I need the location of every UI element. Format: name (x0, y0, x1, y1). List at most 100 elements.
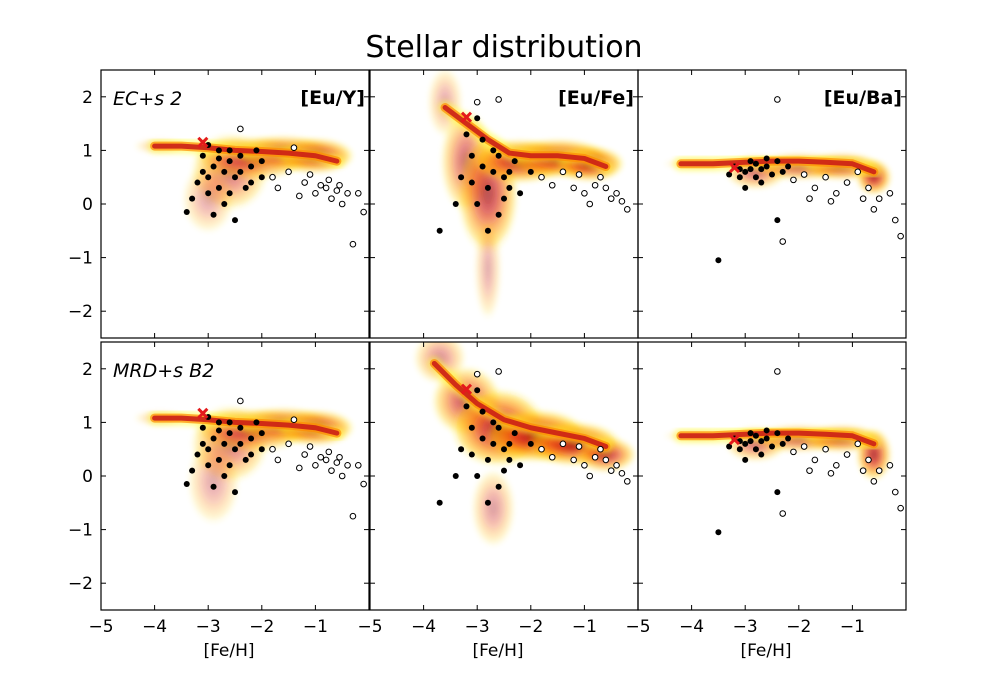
ratio-label: [Eu/Ba] (824, 87, 902, 109)
filled-star-marker (468, 152, 475, 159)
filled-star-marker (468, 451, 475, 458)
filled-star-marker (189, 467, 196, 474)
filled-star-marker (511, 158, 518, 165)
filled-star-marker (479, 435, 486, 442)
open-star-marker (891, 488, 899, 496)
filled-star-marker (474, 115, 481, 122)
filled-star-marker (248, 163, 255, 170)
filled-star-marker (205, 462, 212, 469)
filled-star-marker (774, 158, 781, 165)
filled-star-marker (517, 462, 524, 469)
x-tick-label: −4 (142, 617, 167, 637)
open-star-marker (559, 440, 567, 448)
open-star-marker (827, 470, 835, 477)
open-star-marker (349, 240, 357, 248)
filled-star-marker (237, 424, 244, 431)
open-star-marker (591, 453, 599, 461)
filled-star-marker (747, 430, 754, 437)
open-star-marker (870, 478, 878, 485)
filled-star-marker (527, 440, 534, 447)
open-star-marker (344, 461, 351, 469)
open-star-marker (325, 176, 333, 184)
filled-star-marker (758, 166, 765, 173)
filled-star-marker (221, 201, 228, 207)
open-star-marker (269, 173, 276, 181)
open-star-marker (875, 195, 883, 202)
filled-star-marker (779, 168, 786, 175)
open-star-marker (597, 173, 604, 181)
filled-star-marker (758, 438, 765, 445)
filled-star-marker (484, 499, 491, 506)
filled-star-marker (210, 163, 217, 170)
filled-star-marker (258, 446, 265, 453)
red-cross-marker (197, 407, 209, 419)
filled-star-marker (774, 217, 781, 224)
x-axis-label: [Fe/H] (203, 641, 254, 661)
filled-star-marker (458, 174, 465, 181)
filled-star-marker (763, 435, 770, 442)
filled-star-marker (779, 440, 786, 447)
filled-star-marker (501, 467, 507, 474)
filled-star-marker (215, 184, 222, 191)
density-blob (187, 438, 240, 525)
figure-title: Stellar distribution (365, 30, 643, 65)
red-cross-marker (197, 136, 209, 148)
open-star-marker (886, 461, 894, 469)
filled-star-marker (484, 227, 491, 234)
model-label: MRD+s B2 (113, 360, 214, 382)
x-tick-label: −5 (625, 617, 650, 637)
open-star-marker (290, 144, 298, 152)
model-track-core (678, 430, 877, 447)
open-star-marker (806, 467, 813, 474)
panel-2-2 (413, 342, 636, 547)
filled-star-marker (215, 427, 222, 434)
filled-star-marker (232, 174, 238, 181)
filled-star-marker (199, 168, 206, 175)
filled-star-marker (490, 440, 497, 447)
filled-star-marker (769, 443, 775, 450)
open-star-marker (473, 98, 481, 106)
filled-star-marker (221, 440, 228, 447)
open-star-marker (296, 464, 303, 472)
filled-star-marker (736, 446, 743, 453)
density-blob (475, 216, 501, 320)
open-star-marker (897, 504, 904, 512)
filled-star-marker (199, 152, 206, 159)
red-cross-marker (728, 161, 741, 174)
filled-star-marker (210, 211, 217, 218)
x-axis-label: [Fe/H] (740, 641, 791, 661)
y-tick-label: −2 (68, 302, 93, 322)
cross-stroke (728, 433, 741, 446)
filled-star-marker (484, 456, 491, 463)
filled-star-marker (715, 529, 722, 536)
open-star-marker (581, 189, 588, 197)
filled-star-marker (763, 155, 770, 162)
filled-star-marker (726, 171, 733, 178)
open-star-marker (473, 370, 481, 378)
open-star-marker (800, 443, 808, 450)
model-track-core (152, 143, 340, 164)
panel-frame (637, 69, 907, 339)
filled-star-marker (248, 179, 255, 186)
open-star-marker (333, 459, 341, 466)
filled-star-marker (210, 483, 217, 490)
y-tick-label: 2 (82, 360, 93, 380)
filled-star-marker (517, 190, 524, 197)
filled-star-marker (253, 147, 260, 154)
filled-star-marker (248, 435, 255, 442)
open-star-marker (354, 189, 362, 197)
filled-star-marker (490, 168, 497, 175)
y-tick-label: −2 (68, 574, 93, 594)
open-star-marker (602, 184, 610, 192)
filled-star-marker (752, 174, 759, 181)
filled-star-marker (232, 446, 238, 453)
open-star-marker (495, 368, 502, 375)
filled-star-marker (747, 438, 754, 445)
filled-star-marker (237, 168, 244, 175)
filled-star-marker (774, 430, 781, 437)
filled-star-marker (242, 184, 249, 191)
open-star-marker (854, 440, 862, 448)
filled-star-marker (501, 174, 507, 181)
